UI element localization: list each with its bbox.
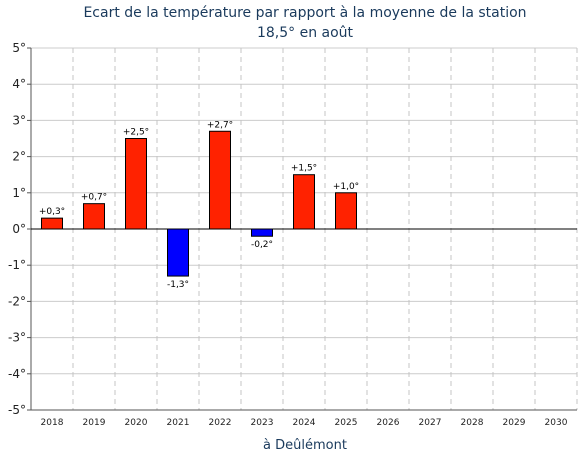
x-tick-label: 2026	[377, 418, 400, 428]
chart-subtitle: 18,5° en août	[257, 25, 354, 41]
x-axis-label: à Deûlémont	[263, 438, 347, 453]
x-tick-label: 2023	[251, 418, 274, 428]
x-tick-label: 2027	[419, 418, 442, 428]
data-label-2020: +2,5°	[123, 128, 149, 138]
x-tick-label: 2020	[125, 418, 148, 428]
data-label-2019: +0,7°	[81, 193, 107, 203]
x-tick-label: 2030	[545, 418, 568, 428]
bar-2025	[335, 192, 357, 230]
y-tick-label: 0°	[12, 222, 26, 236]
y-tick-label: -4°	[8, 367, 26, 381]
y-tick-label: 1°	[12, 186, 26, 200]
y-tick-labels: 5° 4° 3° 2° 1° 0° -1° -2° -3° -4° -5°	[8, 41, 26, 417]
data-label-2022: +2,7°	[207, 120, 233, 130]
bar-2024	[293, 174, 315, 230]
y-tick-label: 2°	[12, 150, 26, 164]
bar-2021	[167, 228, 189, 277]
bars	[41, 130, 357, 277]
y-tick-label: 4°	[12, 77, 26, 91]
bar-2020	[125, 138, 147, 230]
x-tick-labels: 2018 2019 2020 2021 2022 2023 2024 2025 2026 2027…	[41, 418, 568, 428]
x-tick-label: 2025	[335, 418, 358, 428]
x-tick-label: 2029	[503, 418, 526, 428]
data-label-2025: +1,0°	[333, 182, 359, 192]
y-tick-label: 5°	[12, 41, 26, 55]
x-tick-label: 2018	[41, 418, 64, 428]
bar-2022	[209, 130, 231, 230]
x-tick-label: 2021	[167, 418, 190, 428]
x-tick-label: 2019	[83, 418, 106, 428]
data-labels: +0,3° +0,7° +2,5° -1,3° +2,7° -0,2° +1,5° +1,0°	[39, 120, 359, 290]
y-tick-label: -2°	[8, 294, 26, 308]
data-label-2023: -0,2°	[251, 240, 273, 250]
axes	[27, 47, 577, 411]
y-tick-label: -1°	[8, 258, 26, 272]
x-tick-label: 2022	[209, 418, 232, 428]
y-tick-label: 3°	[12, 113, 26, 127]
data-label-2021: -1,3°	[167, 280, 189, 290]
x-tick-label: 2028	[461, 418, 484, 428]
y-tick-label: -5°	[8, 403, 26, 417]
x-tick-label: 2024	[293, 418, 316, 428]
bar-2018	[41, 217, 63, 230]
bar-2023	[251, 228, 273, 237]
data-label-2018: +0,3°	[39, 207, 65, 217]
chart-title: Ecart de la température par rapport à la…	[83, 5, 526, 21]
bar-2019	[83, 203, 105, 230]
data-label-2024: +1,5°	[291, 164, 317, 174]
y-tick-label: -3°	[8, 331, 26, 345]
